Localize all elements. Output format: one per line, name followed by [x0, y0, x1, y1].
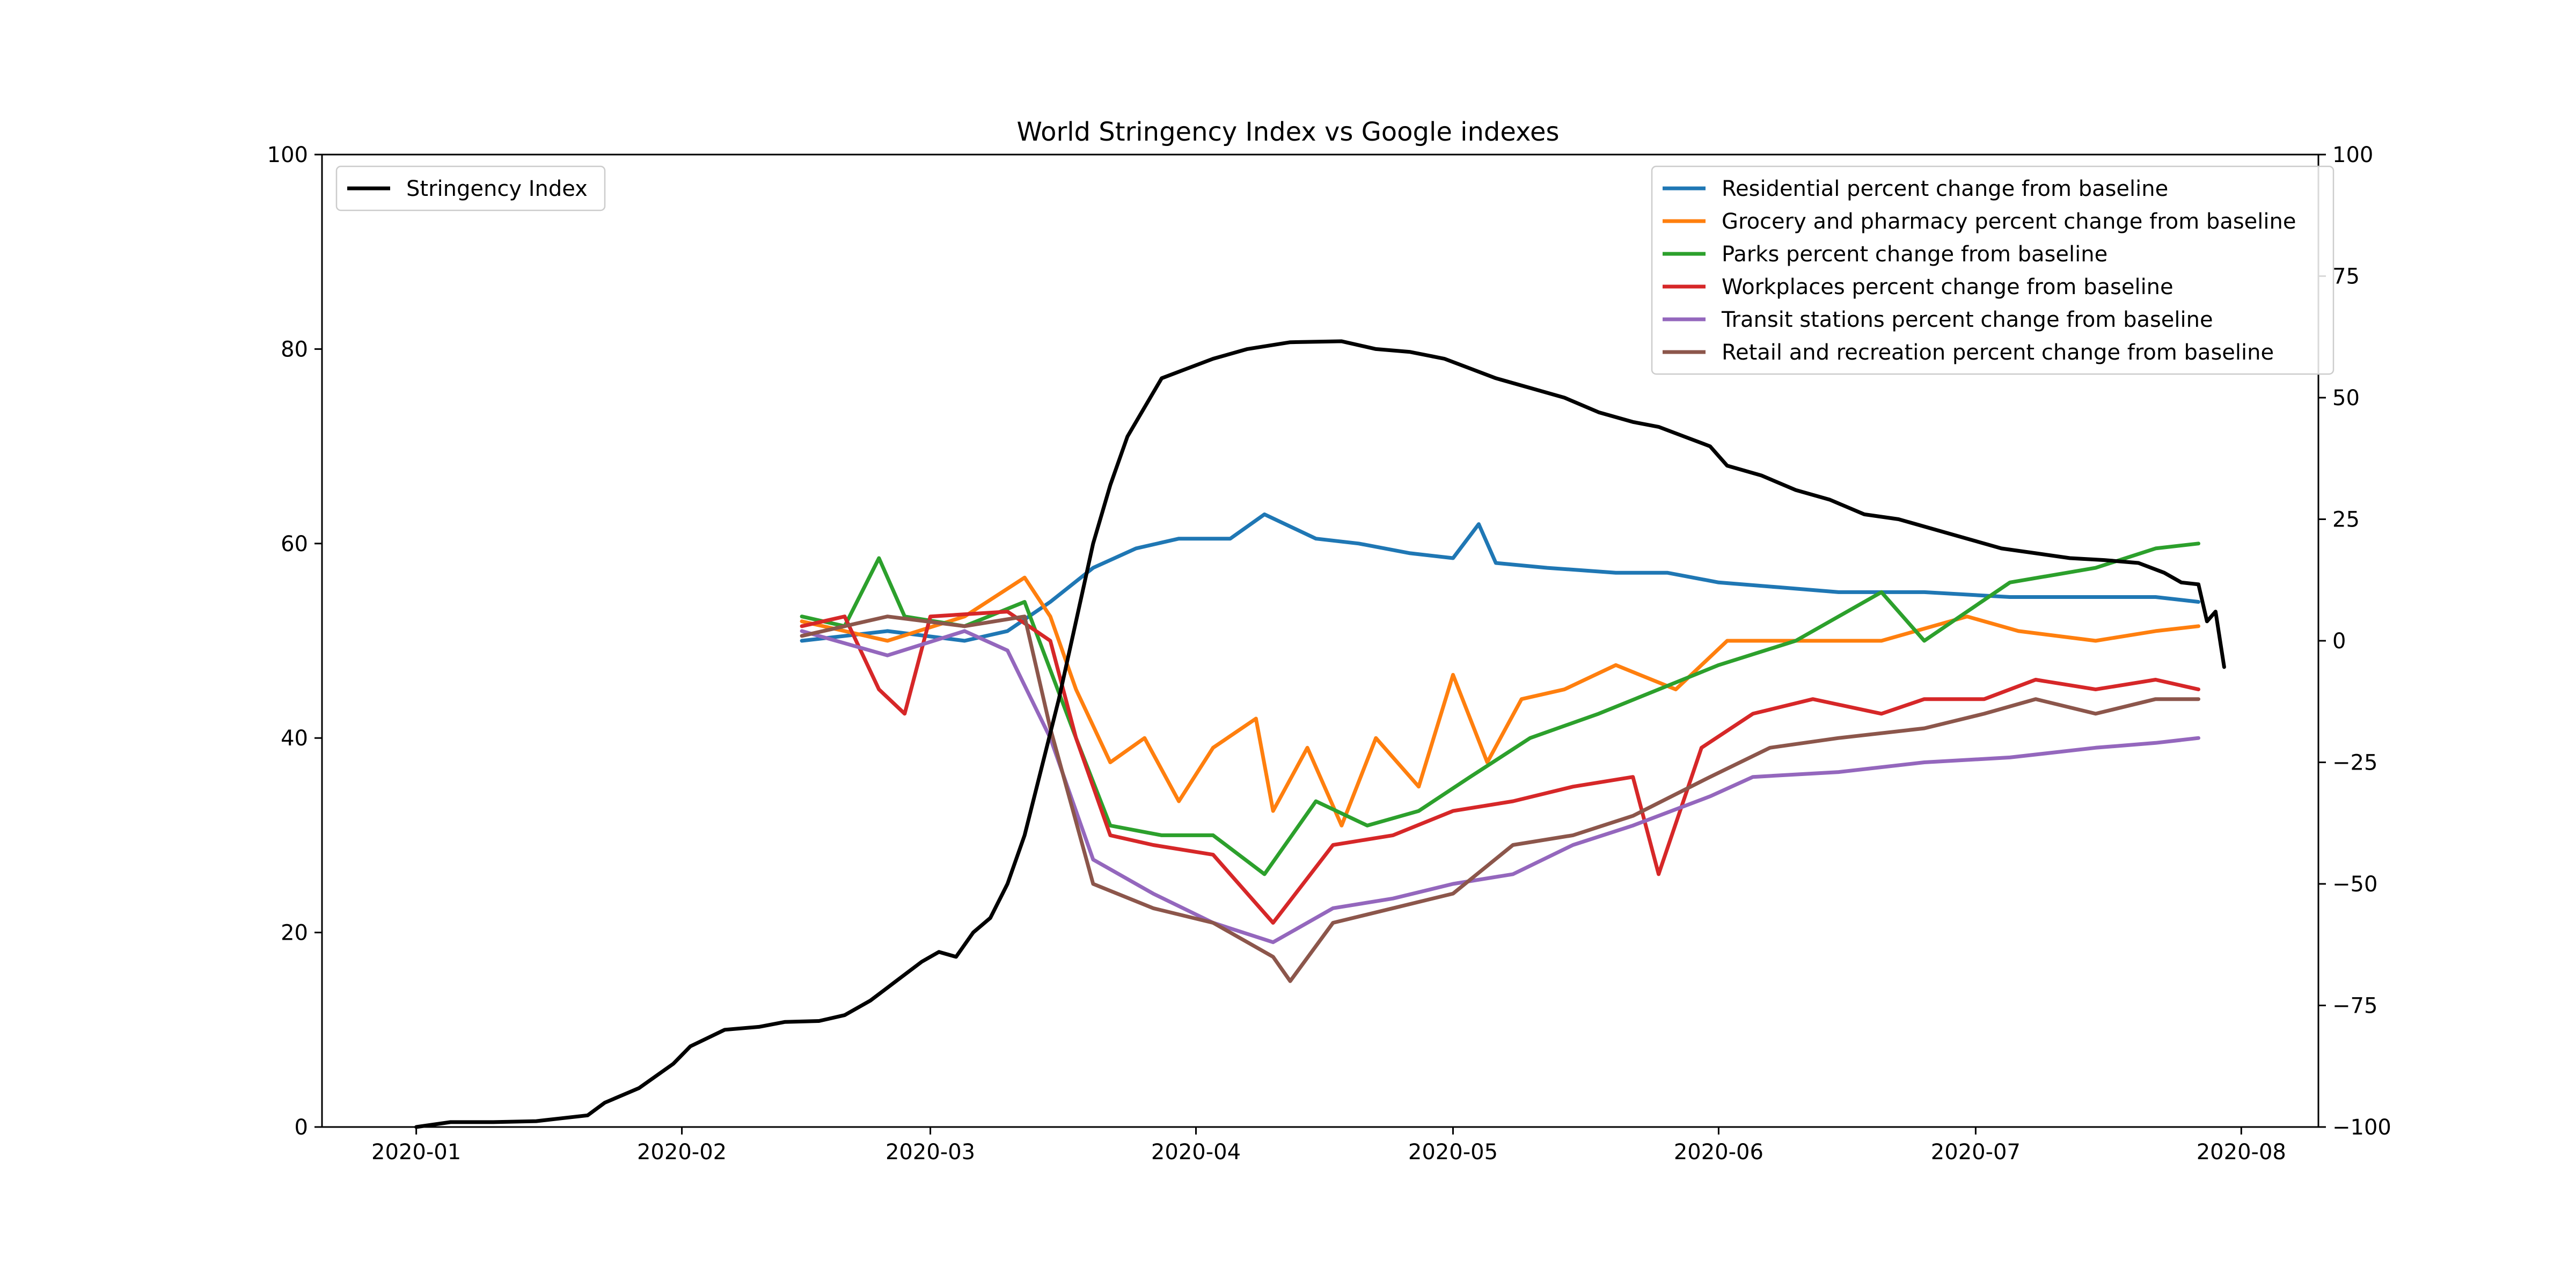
- y-left-tick-label: 20: [281, 921, 308, 946]
- y-right-tick-label: −50: [2332, 872, 2377, 897]
- right-legend-label: Transit stations percent change from bas…: [1721, 308, 2213, 332]
- right-legend-label: Retail and recreation percent change fro…: [1722, 340, 2274, 365]
- left-legend-label: Stringency Index: [406, 177, 588, 201]
- x-axis: 2020-01 2020-02 2020-03 2020-04 2020-05 2020-…: [371, 1127, 2286, 1165]
- y-right-tick-label: −75: [2332, 994, 2377, 1019]
- x-tick-label: 2020-03: [885, 1140, 975, 1165]
- y-right-tick-label: 75: [2332, 265, 2360, 289]
- right-series-line-3: [800, 610, 2200, 925]
- y-right-tick-label: 50: [2332, 386, 2360, 411]
- legend-right: Residential percent change from baseline…: [1651, 165, 2334, 375]
- left-series-line-0: [414, 339, 2226, 1129]
- legend-left: Stringency Index: [335, 165, 606, 211]
- x-tick-label: 2020-05: [1408, 1140, 1498, 1165]
- right-legend-box: [1651, 165, 2334, 375]
- x-tick-label: 2020-02: [637, 1140, 727, 1165]
- y-right-tick-label: 0: [2332, 629, 2346, 654]
- y-axis-left: 0 20 40 60 80 100: [267, 143, 322, 1140]
- y-right-tick-label: 100: [2332, 143, 2373, 167]
- right-series-line-4: [800, 629, 2200, 945]
- series-layer: [414, 339, 2226, 1129]
- x-tick-label: 2020-06: [1674, 1140, 1763, 1165]
- chart-title: World Stringency Index vs Google indexes: [1016, 117, 1559, 147]
- x-tick-label: 2020-04: [1151, 1140, 1241, 1165]
- y-left-tick-label: 60: [281, 532, 308, 557]
- right-legend-label: Parks percent change from baseline: [1722, 242, 2107, 267]
- y-left-tick-label: 80: [281, 337, 308, 362]
- y-axis-right: −100 −75 −50 −25 0 25 50 75 100: [2318, 143, 2391, 1140]
- right-legend-label: Residential percent change from baseline: [1722, 177, 2168, 201]
- y-right-tick-label: −100: [2332, 1115, 2391, 1140]
- right-legend-label: Grocery and pharmacy percent change from…: [1722, 209, 2296, 234]
- right-series-line-1: [800, 575, 2200, 828]
- right-series-line-2: [800, 541, 2200, 876]
- y-right-tick-label: −25: [2332, 751, 2377, 775]
- left-legend-box: [335, 165, 606, 211]
- x-tick-label: 2020-08: [2197, 1140, 2286, 1165]
- y-left-tick-label: 40: [281, 726, 308, 751]
- right-legend-label: Workplaces percent change from baseline: [1722, 275, 2174, 299]
- right-series-line-5: [800, 614, 2200, 983]
- y-left-tick-label: 100: [267, 143, 308, 167]
- right-series-line-0: [800, 512, 2200, 643]
- x-tick-label: 2020-01: [371, 1140, 461, 1165]
- y-left-tick-label: 0: [295, 1115, 308, 1140]
- x-tick-label: 2020-07: [1931, 1140, 2021, 1165]
- y-right-tick-label: 25: [2332, 508, 2360, 532]
